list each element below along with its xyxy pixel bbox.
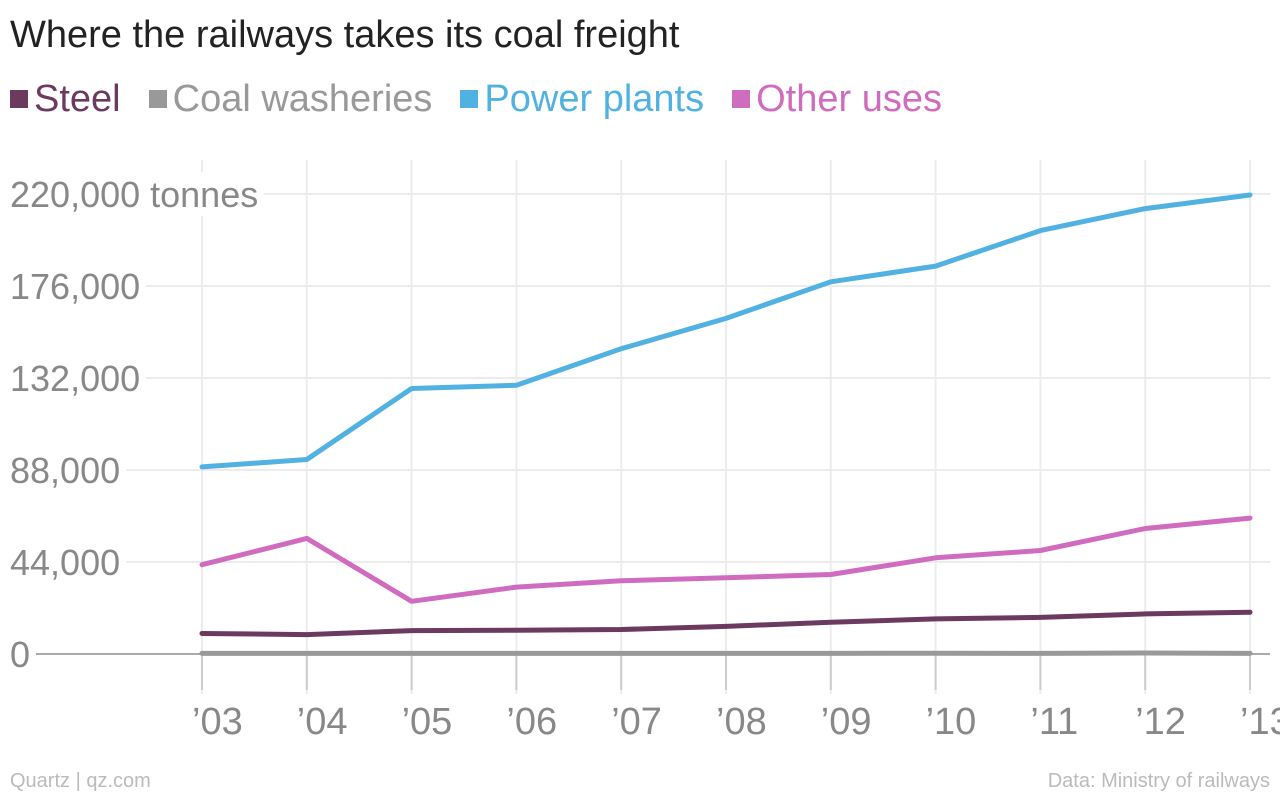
series-line-other-uses	[199, 515, 1253, 604]
y-tick-label-bg	[4, 540, 127, 584]
y-tick-label-bg	[4, 632, 37, 676]
y-tick-label: 132,000	[10, 358, 140, 399]
legend-label-steel: Steel	[34, 78, 121, 120]
footer-source-left: Quartz | qz.com	[10, 770, 151, 792]
series-line-power-plants	[199, 192, 1253, 470]
legend-label-power-plants: Power plants	[484, 78, 705, 120]
series-layer	[199, 192, 1253, 656]
series-line-steel	[199, 609, 1253, 638]
y-tick-label-bg	[4, 448, 127, 492]
legend-item-other-uses: Other uses	[732, 76, 942, 122]
legend-label-other-uses: Other uses	[756, 78, 942, 120]
x-tick-label: ’04	[297, 701, 348, 743]
legend-item-power-plants: Power plants	[460, 76, 704, 122]
grid-layer	[10, 160, 1270, 694]
y-tick-label: 88,000	[10, 450, 120, 491]
x-tick-label: ’11	[1030, 701, 1078, 743]
chart-legend: Steel Coal washeries Power plants Other …	[10, 76, 970, 122]
legend-item-steel: Steel	[10, 76, 121, 122]
legend-swatch-steel	[10, 90, 28, 108]
y-tick-label: 44,000	[10, 542, 120, 583]
x-tick-label: ’06	[506, 701, 557, 743]
y-tick-label: 0	[10, 634, 30, 675]
x-tick-label: ’10	[926, 701, 977, 743]
axis-layer	[10, 653, 1270, 690]
x-tick-label: ’08	[716, 701, 767, 743]
x-tick-label: ’07	[611, 701, 662, 743]
footer-source-right: Data: Ministry of railways	[1047, 770, 1270, 792]
y-tick-label: 176,000	[10, 266, 140, 307]
legend-label-coal-washeries: Coal washeries	[172, 78, 433, 120]
legend-swatch-power-plants	[460, 90, 479, 108]
y-tick-label-bg	[4, 356, 147, 400]
legend-item-coal-washeries: Coal washeries	[148, 76, 433, 122]
y-tick-label-bg	[4, 172, 265, 216]
x-tick-label: ’03	[192, 701, 243, 743]
x-tick-label: ’12	[1135, 701, 1186, 743]
x-tick-label: ’13	[1240, 701, 1280, 743]
x-tick-label: ’09	[821, 701, 872, 743]
y-tick-label-bg	[4, 264, 147, 308]
chart-title: Where the railways takes its coal freigh…	[10, 14, 680, 56]
label-layer: 0 44,000 88,000 132,000 176,000 220,000 tonne…	[4, 172, 1280, 743]
legend-swatch-coal-washeries	[148, 90, 167, 108]
y-tick-label: 220,000 tonnes	[10, 174, 258, 215]
x-tick-label: ’05	[402, 701, 453, 743]
legend-swatch-other-uses	[732, 90, 751, 108]
